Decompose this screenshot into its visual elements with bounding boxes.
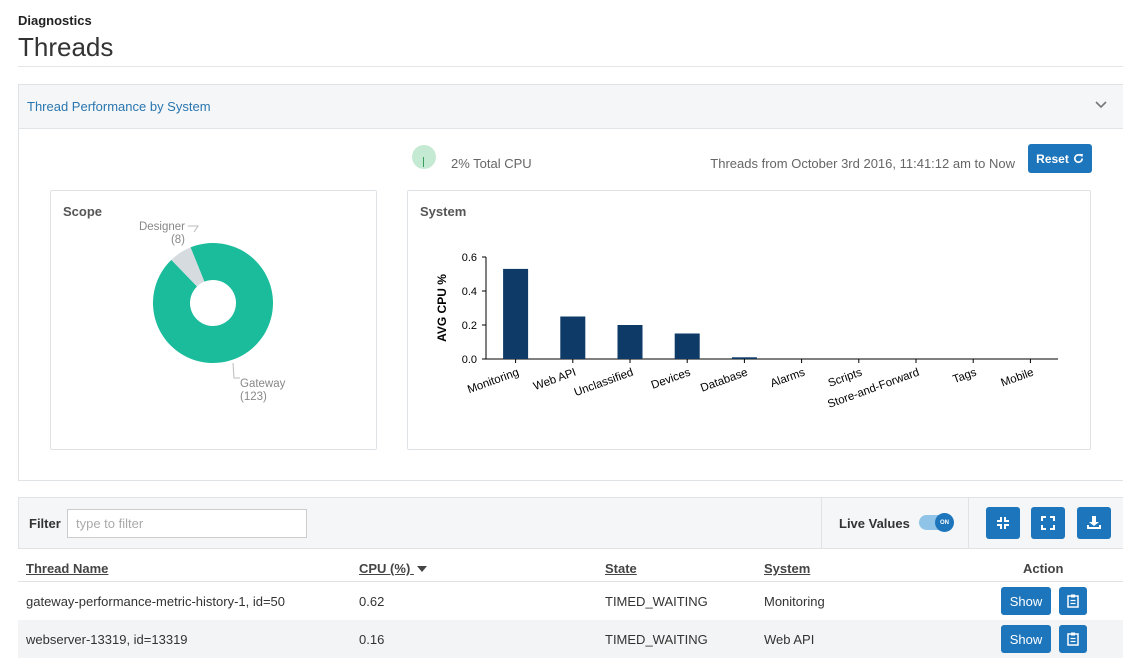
x-tick-label: Scripts — [827, 366, 864, 389]
collapse-button[interactable] — [986, 507, 1020, 539]
gateway-name: Gateway — [240, 378, 286, 390]
designer-leader-line — [188, 225, 199, 233]
x-tick-label: Tags — [951, 366, 978, 386]
x-tick-label: Devices — [650, 366, 693, 391]
bar-unclassified[interactable] — [617, 325, 643, 359]
thread-name-cell: gateway-performance-metric-history-1, id… — [26, 594, 286, 609]
x-tick-label: Unclassified — [573, 367, 635, 399]
threads-table: Thread Name CPU (%) State System Action … — [18, 552, 1123, 658]
table-row: gateway-performance-metric-history-1, id… — [18, 582, 1123, 620]
panel-title[interactable]: Thread Performance by System — [27, 99, 211, 114]
table-row: webserver-13319, id=13319 0.16 TIMED_WAI… — [18, 620, 1123, 658]
title-divider — [18, 66, 1123, 67]
bar-database[interactable] — [731, 357, 757, 359]
toolbar-divider — [968, 498, 969, 548]
sort-desc-icon — [416, 566, 427, 572]
designer-name: Designer — [138, 221, 185, 233]
y-tick-label: 0.2 — [462, 320, 477, 332]
refresh-icon — [1073, 153, 1083, 163]
breadcrumb[interactable]: Diagnostics — [18, 13, 92, 28]
scope-card: Scope Designer (8) Gateway (123) — [50, 190, 377, 450]
thread-performance-panel: Thread Performance by System 2% Total CP… — [18, 84, 1123, 481]
state-cell: TIMED_WAITING — [605, 632, 708, 647]
clipboard-icon — [1067, 632, 1079, 646]
total-cpu-label: 2% Total CPU — [451, 156, 532, 171]
x-tick-label: Alarms — [769, 366, 807, 390]
live-values-toggle[interactable]: ON — [919, 513, 954, 532]
live-values-label: Live Values — [839, 516, 910, 531]
thread-name-cell: webserver-13319, id=13319 — [26, 632, 188, 647]
bar-monitoring[interactable] — [503, 268, 529, 359]
chevron-down-icon[interactable] — [1093, 97, 1109, 113]
system-cell: Monitoring — [764, 594, 825, 609]
download-button[interactable] — [1077, 507, 1111, 539]
copy-button[interactable] — [1059, 587, 1087, 615]
show-button[interactable]: Show — [1001, 625, 1051, 653]
filter-input[interactable] — [67, 509, 307, 538]
cpu-cell: 0.16 — [359, 632, 385, 647]
threads-time-range: Threads from October 3rd 2016, 11:41:12 … — [710, 156, 1015, 171]
expand-button[interactable] — [1031, 507, 1065, 539]
page-title: Threads — [18, 32, 114, 62]
table-header-row: Thread Name CPU (%) State System Action — [18, 552, 1123, 582]
x-tick-label: Database — [699, 367, 749, 395]
copy-button[interactable] — [1059, 625, 1087, 653]
designer-count: (8) — [170, 234, 185, 246]
column-header-action: Action — [1023, 561, 1064, 576]
toolbar-divider — [821, 498, 822, 548]
system-title: System — [420, 204, 467, 219]
column-header-thread-name[interactable]: Thread Name — [26, 561, 109, 576]
toggle-knob: ON — [935, 513, 954, 532]
scope-title: Scope — [63, 204, 103, 219]
column-header-system[interactable]: System — [764, 561, 811, 576]
column-header-state[interactable]: State — [605, 561, 637, 576]
y-tick-label: 0.6 — [462, 252, 477, 264]
total-cpu-pie-icon — [412, 145, 436, 169]
y-tick-label: 0.4 — [462, 286, 477, 298]
bar-devices[interactable] — [674, 333, 700, 360]
y-axis-label: AVG CPU % — [435, 274, 449, 342]
pie-slice-designer[interactable] — [171, 247, 205, 287]
column-header-cpu[interactable]: CPU (%) — [359, 561, 427, 576]
reset-button[interactable]: Reset — [1028, 144, 1092, 173]
gateway-leader-line — [232, 362, 240, 379]
system-cell: Web API — [764, 632, 815, 647]
download-icon — [1087, 516, 1101, 529]
filter-label: Filter — [29, 516, 61, 531]
system-card: System 0.0 0.2 0.4 0.6 AVG CPU % Monitoring We… — [407, 190, 1091, 450]
x-tick-label: Monitoring — [466, 367, 521, 397]
panel-header[interactable]: Thread Performance by System — [19, 85, 1123, 129]
reset-label: Reset — [1036, 151, 1069, 166]
table-toolbar: Filter Live Values ON — [18, 497, 1123, 549]
x-tick-label: Web API — [532, 367, 578, 394]
designer-label: Designer (8) — [131, 221, 185, 247]
cpu-cell: 0.62 — [359, 594, 385, 609]
gateway-label: Gateway (123) — [240, 378, 285, 404]
show-button[interactable]: Show — [1001, 587, 1051, 615]
scope-pie-chart[interactable] — [51, 191, 376, 449]
x-tick-label: Mobile — [999, 367, 1035, 390]
expand-icon — [1041, 516, 1055, 530]
system-bar-chart[interactable]: 0.0 0.2 0.4 0.6 AVG CPU % Monitoring Web APIUn… — [408, 191, 1090, 449]
gateway-count: (123) — [240, 391, 267, 403]
bar-web-api[interactable] — [560, 316, 586, 360]
pie-slice-gateway[interactable] — [153, 243, 273, 363]
cpu-header-label: CPU (%) — [359, 561, 411, 576]
y-tick-label: 0.0 — [462, 354, 477, 366]
compress-icon — [997, 517, 1009, 529]
state-cell: TIMED_WAITING — [605, 594, 708, 609]
clipboard-icon — [1067, 594, 1079, 608]
